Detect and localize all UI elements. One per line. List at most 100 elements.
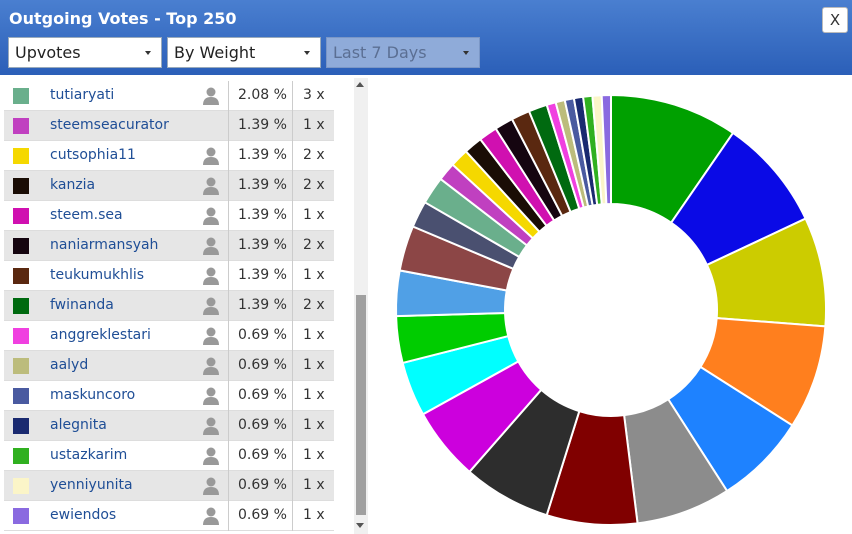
column-separator bbox=[228, 381, 229, 411]
percent: 0.69 % bbox=[238, 357, 287, 373]
table-row: naniarmansyah 1.39 % 2 x bbox=[4, 231, 334, 261]
count: 1 x bbox=[303, 357, 325, 373]
color-swatch bbox=[13, 298, 29, 314]
percent: 0.69 % bbox=[238, 417, 287, 433]
user-icon bbox=[202, 477, 220, 499]
color-swatch bbox=[13, 418, 29, 434]
column-separator bbox=[292, 441, 293, 471]
user-icon bbox=[202, 237, 220, 259]
count: 1 x bbox=[303, 327, 325, 343]
count: 1 x bbox=[303, 267, 325, 283]
column-separator bbox=[228, 201, 229, 231]
dropdown[interactable]: Upvotes bbox=[8, 37, 162, 68]
column-separator bbox=[292, 111, 293, 141]
table-row: cutsophia11 1.39 % 2 x bbox=[4, 141, 334, 171]
column-separator bbox=[228, 291, 229, 321]
column-separator bbox=[228, 81, 229, 111]
column-separator bbox=[292, 411, 293, 441]
dropdown[interactable]: By Weight bbox=[167, 37, 321, 68]
table-row: alegnita 0.69 % 1 x bbox=[4, 411, 334, 441]
percent: 1.39 % bbox=[238, 297, 287, 313]
user-icon-glyph bbox=[203, 507, 219, 525]
percent: 1.39 % bbox=[238, 147, 287, 163]
percent: 0.69 % bbox=[238, 507, 287, 523]
user-link[interactable]: cutsophia11 bbox=[50, 147, 136, 163]
user-icon bbox=[202, 297, 220, 319]
user-icon-glyph bbox=[203, 237, 219, 255]
user-link[interactable]: steem.sea bbox=[50, 207, 123, 223]
user-link[interactable]: tutiaryati bbox=[50, 87, 115, 103]
percent: 0.69 % bbox=[238, 477, 287, 493]
user-icon bbox=[202, 327, 220, 349]
column-separator bbox=[292, 201, 293, 231]
table-row: ustazkarim 0.69 % 1 x bbox=[4, 441, 334, 471]
column-separator bbox=[228, 231, 229, 261]
user-icon-glyph bbox=[203, 267, 219, 285]
column-separator bbox=[292, 141, 293, 171]
scroll-thumb[interactable] bbox=[356, 295, 366, 515]
column-separator bbox=[228, 471, 229, 501]
table-row: steemseacurator 1.39 % 1 x bbox=[4, 111, 334, 141]
user-link[interactable]: aalyd bbox=[50, 357, 89, 373]
column-separator bbox=[292, 351, 293, 381]
user-icon bbox=[202, 357, 220, 379]
count: 2 x bbox=[303, 177, 325, 193]
percent: 1.39 % bbox=[238, 177, 287, 193]
user-icon-glyph bbox=[203, 327, 219, 345]
user-link[interactable]: fwinanda bbox=[50, 297, 114, 313]
user-icon bbox=[202, 87, 220, 109]
table-row: teukumukhlis 1.39 % 1 x bbox=[4, 261, 334, 291]
user-link[interactable]: ustazkarim bbox=[50, 447, 128, 463]
count: 2 x bbox=[303, 297, 325, 313]
percent: 0.69 % bbox=[238, 387, 287, 403]
column-separator bbox=[292, 261, 293, 291]
color-swatch bbox=[13, 88, 29, 104]
color-swatch bbox=[13, 358, 29, 374]
user-icon bbox=[202, 447, 220, 469]
column-separator bbox=[228, 501, 229, 531]
column-separator bbox=[292, 231, 293, 261]
column-separator bbox=[228, 411, 229, 441]
user-link[interactable]: alegnita bbox=[50, 417, 107, 433]
color-swatch bbox=[13, 388, 29, 404]
user-icon bbox=[202, 507, 220, 529]
column-separator bbox=[292, 501, 293, 531]
count: 1 x bbox=[303, 387, 325, 403]
table-row: tutiaryati 2.08 % 3 x bbox=[4, 81, 334, 111]
column-separator bbox=[228, 441, 229, 471]
color-swatch bbox=[13, 178, 29, 194]
count: 1 x bbox=[303, 507, 325, 523]
user-link[interactable]: maskuncoro bbox=[50, 387, 136, 403]
user-icon-glyph bbox=[203, 477, 219, 495]
user-icon-glyph bbox=[203, 207, 219, 225]
color-swatch bbox=[13, 238, 29, 254]
percent: 0.69 % bbox=[238, 447, 287, 463]
color-swatch bbox=[13, 268, 29, 284]
percent: 1.39 % bbox=[238, 237, 287, 253]
user-link[interactable]: teukumukhlis bbox=[50, 267, 145, 283]
color-swatch bbox=[13, 208, 29, 224]
user-icon bbox=[202, 177, 220, 199]
user-link[interactable]: anggreklestari bbox=[50, 327, 151, 343]
table-row: steem.sea 1.39 % 1 x bbox=[4, 201, 334, 231]
donut-slice[interactable] bbox=[600, 93, 612, 206]
user-link[interactable]: steemseacurator bbox=[50, 117, 169, 133]
user-link[interactable]: ewiendos bbox=[50, 507, 117, 523]
scroll-arrows bbox=[356, 82, 364, 528]
column-separator bbox=[228, 111, 229, 141]
table-row: yenniyunita 0.69 % 1 x bbox=[4, 471, 334, 501]
column-separator bbox=[228, 261, 229, 291]
column-separator bbox=[228, 171, 229, 201]
user-icon-glyph bbox=[203, 357, 219, 375]
user-link[interactable]: naniarmansyah bbox=[50, 237, 159, 253]
color-swatch bbox=[13, 478, 29, 494]
table-row: ewiendos 0.69 % 1 x bbox=[4, 501, 334, 531]
user-link[interactable]: yenniyunita bbox=[50, 477, 133, 493]
count: 1 x bbox=[303, 477, 325, 493]
count: 1 x bbox=[303, 117, 325, 133]
column-separator bbox=[228, 351, 229, 381]
user-icon bbox=[202, 417, 220, 439]
user-link[interactable]: kanzia bbox=[50, 177, 96, 193]
close-button[interactable]: X bbox=[822, 7, 848, 33]
